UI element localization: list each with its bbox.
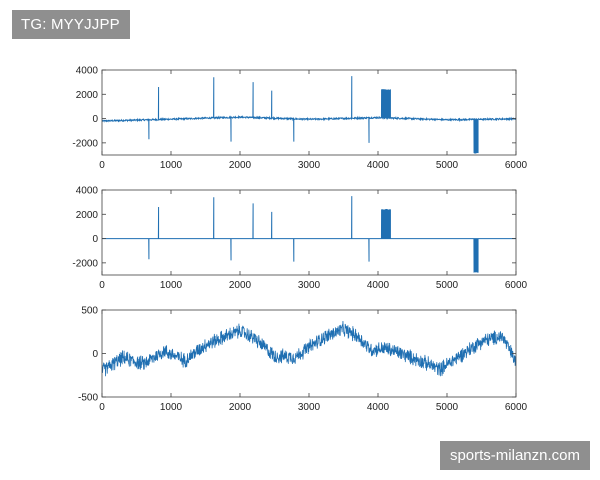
y-tick-label: -500 bbox=[78, 393, 98, 404]
watermark-top-left: TG: MYYJJPP bbox=[12, 10, 130, 39]
y-tick-label: 0 bbox=[92, 114, 98, 125]
y-tick-label: -2000 bbox=[72, 258, 98, 269]
x-tick-label: 3000 bbox=[298, 160, 321, 171]
y-tick-label: 0 bbox=[92, 234, 98, 245]
x-tick-label: 1000 bbox=[160, 402, 183, 413]
x-tick-label: 4000 bbox=[367, 160, 390, 171]
axes-frame-1 bbox=[101, 69, 517, 156]
series-line-1 bbox=[102, 76, 516, 154]
x-tick-label: 6000 bbox=[505, 280, 528, 291]
y-tick-label: 0 bbox=[92, 349, 98, 360]
x-tick-label: 1000 bbox=[160, 280, 183, 291]
y-tick-label: 2000 bbox=[76, 210, 99, 221]
x-tick-label: 0 bbox=[99, 160, 105, 171]
x-tick-label: 0 bbox=[99, 280, 105, 291]
x-tick-label: 5000 bbox=[436, 280, 459, 291]
x-tick-label: 1000 bbox=[160, 160, 183, 171]
x-tick-label: 0 bbox=[99, 402, 105, 413]
x-tick-label: 6000 bbox=[505, 402, 528, 413]
y-tick-label: 4000 bbox=[76, 66, 99, 77]
y-tick-label: 2000 bbox=[76, 90, 99, 101]
y-tick-label: 500 bbox=[81, 306, 98, 317]
x-tick-label: 4000 bbox=[367, 402, 390, 413]
x-tick-label: 2000 bbox=[229, 160, 252, 171]
x-tick-label: 2000 bbox=[229, 402, 252, 413]
series-line-3 bbox=[102, 321, 516, 377]
x-tick-label: 3000 bbox=[298, 402, 321, 413]
y-tick-label: -2000 bbox=[72, 138, 98, 149]
series-line-2 bbox=[102, 196, 516, 273]
watermark-bottom-right: sports-milanzn.com bbox=[439, 441, 590, 470]
x-tick-label: 3000 bbox=[298, 280, 321, 291]
x-tick-label: 2000 bbox=[229, 280, 252, 291]
y-tick-label: 4000 bbox=[76, 186, 99, 197]
axes-frame-2 bbox=[101, 189, 517, 276]
x-tick-label: 6000 bbox=[505, 160, 528, 171]
x-tick-label: 5000 bbox=[436, 402, 459, 413]
x-tick-label: 5000 bbox=[436, 160, 459, 171]
x-tick-label: 4000 bbox=[367, 280, 390, 291]
